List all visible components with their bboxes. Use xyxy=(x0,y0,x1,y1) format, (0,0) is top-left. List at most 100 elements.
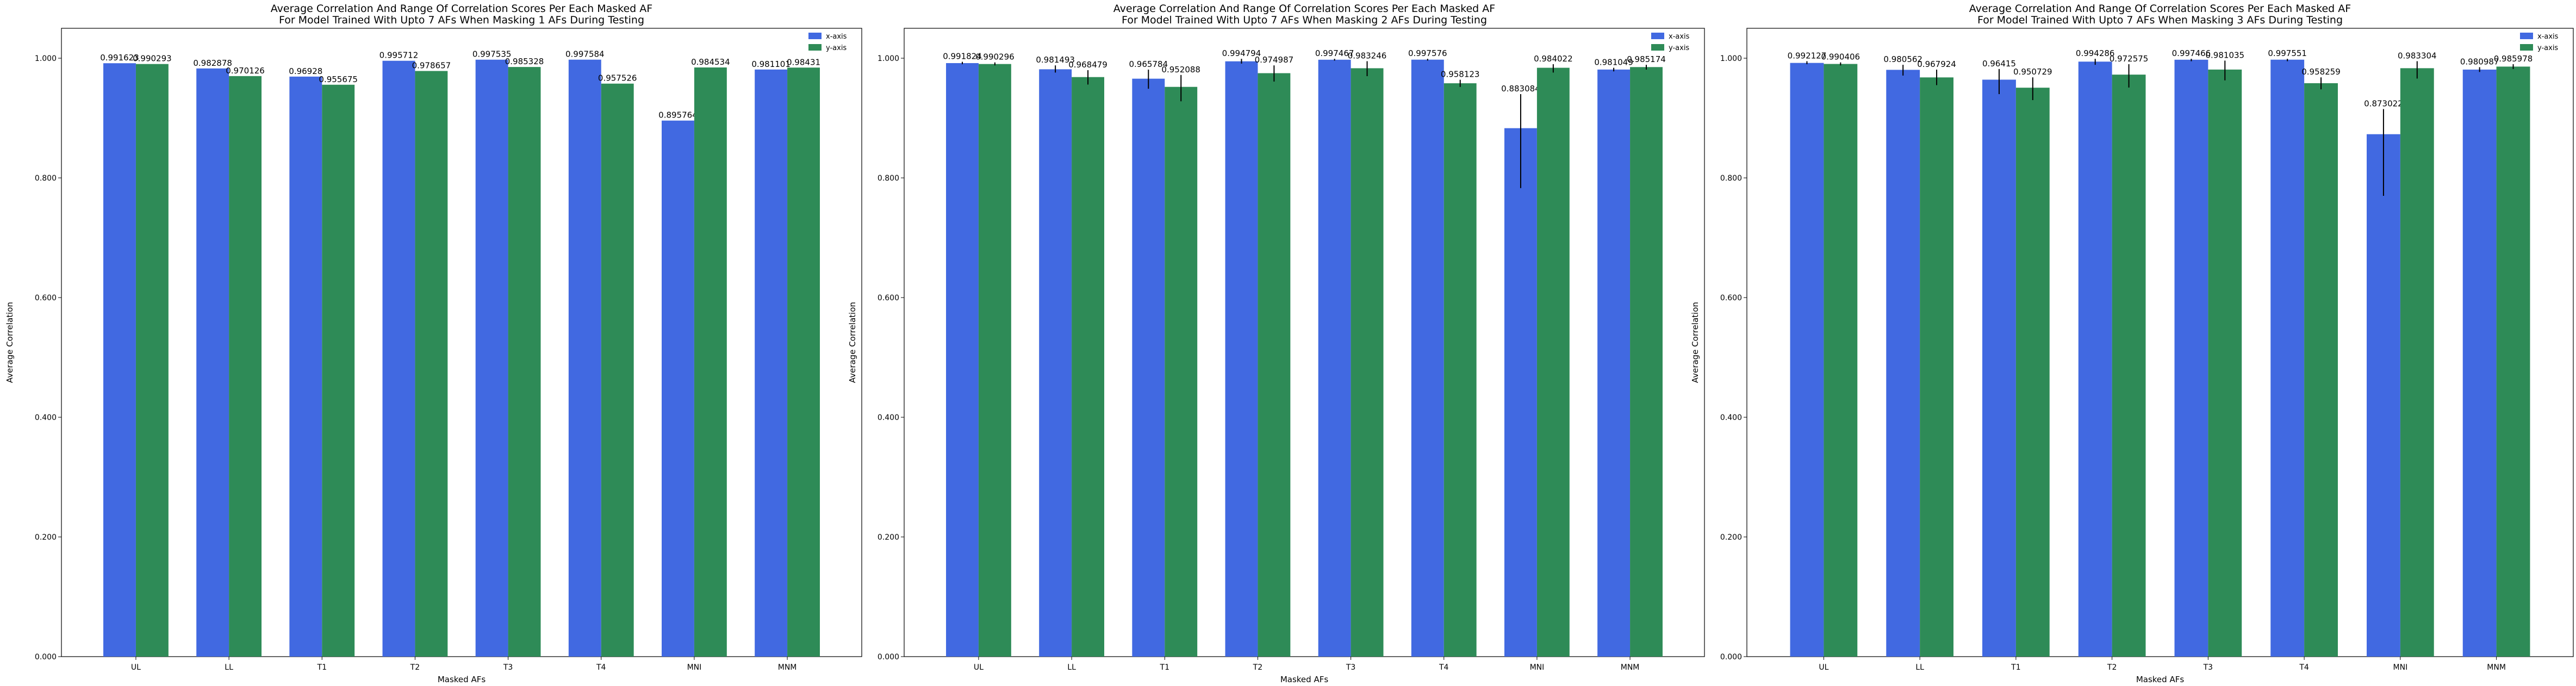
bar-y-axis-MNI xyxy=(1536,67,1570,657)
bar-y-axis-MNI xyxy=(694,67,727,657)
data-label: 0.972575 xyxy=(2110,54,2149,64)
bar-x-axis-LL xyxy=(1039,69,1072,657)
data-label: 0.997584 xyxy=(565,50,605,59)
bar-x-axis-T1 xyxy=(289,76,322,657)
y-tick-label: 1.000 xyxy=(878,54,899,63)
bar-x-axis-T1 xyxy=(1982,79,2016,657)
data-label: 0.994794 xyxy=(1222,48,1261,58)
data-label: 0.997551 xyxy=(2268,48,2307,58)
bar-y-axis-MNM xyxy=(1630,67,1663,657)
x-tick-label: T2 xyxy=(1253,663,1262,672)
y-tick-label: 0.800 xyxy=(35,174,57,183)
data-label: 0.981035 xyxy=(2206,50,2245,60)
bar-y-axis-T2 xyxy=(1258,73,1291,657)
legend-label: y-axis xyxy=(1669,44,1689,52)
data-label: 0.995712 xyxy=(379,51,419,60)
y-tick-label: 0.200 xyxy=(878,533,899,542)
chart-title-line-2: For Model Trained With Upto 7 AFs When M… xyxy=(1122,14,1487,26)
data-label: 0.985978 xyxy=(2494,54,2533,64)
bar-x-axis-T4 xyxy=(568,59,601,657)
y-tick-label: 0.800 xyxy=(1720,174,1742,183)
bar-x-axis-LL xyxy=(1886,70,1920,657)
bar-x-axis-T4 xyxy=(1411,59,1444,657)
legend-swatch-x-axis xyxy=(1651,33,1664,39)
x-tick-label: T2 xyxy=(2107,663,2117,672)
bar-x-axis-T2 xyxy=(382,60,415,657)
data-label: 0.992127 xyxy=(1788,51,1827,61)
data-label: 0.997576 xyxy=(1408,48,1447,58)
y-tick-label: 0.200 xyxy=(35,533,57,542)
x-tick-label: MNM xyxy=(778,663,797,672)
bar-y-axis-T2 xyxy=(415,71,448,657)
chart-panel-3: Average Correlation And Range Of Correla… xyxy=(1690,3,2574,684)
bar-y-axis-T4 xyxy=(601,83,634,657)
data-label: 0.981493 xyxy=(1036,55,1075,65)
data-label: 0.958259 xyxy=(2301,67,2341,77)
bar-x-axis-T4 xyxy=(2270,59,2305,657)
y-tick-label: 1.000 xyxy=(1720,54,1742,63)
y-tick-label: 0.400 xyxy=(1720,413,1742,422)
y-axis-label: Average Correlation xyxy=(848,302,857,383)
data-label: 0.991824 xyxy=(943,52,982,61)
data-label: 0.985328 xyxy=(505,57,544,66)
bar-y-axis-T4 xyxy=(2304,83,2338,657)
bar-x-axis-MNM xyxy=(1597,69,1631,657)
data-label: 0.997466 xyxy=(2172,48,2211,58)
data-label: 0.883084 xyxy=(1501,84,1540,94)
legend-label: x-axis xyxy=(1669,33,1690,41)
bar-y-axis-LL xyxy=(229,76,262,657)
data-label: 0.984534 xyxy=(691,57,730,67)
x-tick-label: T3 xyxy=(503,663,513,672)
data-label: 0.980987 xyxy=(2460,57,2499,67)
plot-frame xyxy=(1746,28,2574,657)
plot-frame xyxy=(61,28,862,657)
y-tick-label: 0.200 xyxy=(1720,533,1742,542)
bar-y-axis-T1 xyxy=(322,84,355,657)
x-tick-label: T4 xyxy=(1439,663,1449,672)
x-tick-label: T4 xyxy=(2299,663,2309,672)
data-label: 0.990406 xyxy=(1821,52,1861,62)
x-tick-label: T1 xyxy=(1160,663,1169,672)
chart-panel-1: Average Correlation And Range Of Correla… xyxy=(5,3,862,684)
data-label: 0.965784 xyxy=(1129,59,1168,69)
data-label: 0.983304 xyxy=(2398,51,2437,61)
bar-y-axis-UL xyxy=(978,64,1011,657)
data-label: 0.984022 xyxy=(1534,54,1573,64)
data-label: 0.98431 xyxy=(787,57,820,67)
bar-x-axis-UL xyxy=(946,63,979,657)
bar-x-axis-T2 xyxy=(1225,61,1258,657)
x-tick-label: UL xyxy=(131,663,141,672)
bar-x-axis-T3 xyxy=(475,59,508,657)
x-axis-label: Masked AFs xyxy=(438,675,486,684)
data-label: 0.968479 xyxy=(1068,60,1107,70)
bar-y-axis-T1 xyxy=(2015,88,2050,657)
plot-frame xyxy=(904,28,1705,657)
legend-label: y-axis xyxy=(826,44,847,52)
x-tick-label: T3 xyxy=(1346,663,1355,672)
legend-swatch-y-axis xyxy=(808,44,822,51)
bar-x-axis-UL xyxy=(103,63,136,657)
x-tick-label: MNM xyxy=(1621,663,1640,672)
x-tick-label: T3 xyxy=(2203,663,2213,672)
x-tick-label: MNI xyxy=(1530,663,1545,672)
bar-x-axis-T3 xyxy=(2174,59,2208,657)
y-tick-label: 0.000 xyxy=(1720,653,1742,662)
bar-y-axis-UL xyxy=(135,64,169,657)
bar-y-axis-T3 xyxy=(1351,68,1384,657)
chart-panel-2: Average Correlation And Range Of Correla… xyxy=(848,3,1705,684)
data-label: 0.985174 xyxy=(1627,54,1666,64)
x-axis-label: Masked AFs xyxy=(2136,675,2185,684)
x-tick-label: MNM xyxy=(2487,663,2506,672)
legend-label: y-axis xyxy=(2537,44,2558,52)
y-tick-label: 0.400 xyxy=(35,413,57,422)
data-label: 0.981049 xyxy=(1594,58,1633,67)
data-label: 0.980562 xyxy=(1883,54,1922,64)
legend-label: x-axis xyxy=(826,33,847,41)
x-axis-label: Masked AFs xyxy=(1280,675,1329,684)
chart-title-line-1: Average Correlation And Range Of Correla… xyxy=(1969,3,2351,15)
chart-title-line-2: For Model Trained With Upto 7 AFs When M… xyxy=(1977,14,2343,26)
bar-y-axis-T3 xyxy=(508,67,541,657)
data-label: 0.974987 xyxy=(1255,55,1294,65)
y-tick-label: 0.400 xyxy=(878,413,899,422)
